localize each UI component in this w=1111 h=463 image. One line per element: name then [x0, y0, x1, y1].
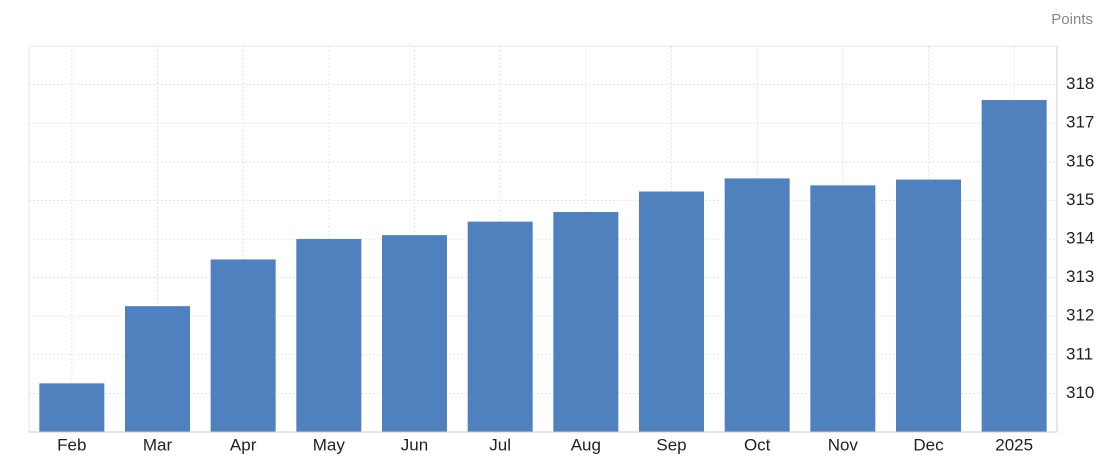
y-axis-unit: Points: [1051, 11, 1093, 28]
x-tick-label: 2025: [995, 435, 1033, 454]
x-tick-label: Apr: [230, 435, 257, 454]
x-tick-label: Feb: [57, 435, 86, 454]
y-tick-label: 311: [1066, 344, 1093, 363]
bar: [125, 306, 190, 432]
x-tick-label: Oct: [744, 435, 771, 454]
y-tick-label: 318: [1066, 74, 1094, 93]
bar: [639, 191, 704, 432]
x-tick-label: Nov: [828, 435, 859, 454]
x-tick-label: Sep: [656, 435, 686, 454]
x-tick-label: Jul: [489, 435, 511, 454]
bar: [296, 239, 362, 432]
y-tick-label: 313: [1066, 267, 1094, 286]
y-tick-label: 314: [1066, 228, 1094, 247]
y-tick-label: 317: [1066, 113, 1094, 132]
x-tick-label: May: [313, 435, 346, 454]
bar: [210, 259, 276, 432]
bar: [810, 185, 876, 432]
bar: [724, 178, 790, 432]
y-tick-label: 315: [1066, 190, 1094, 209]
x-tick-label: Dec: [913, 435, 944, 454]
y-tick-label: 312: [1066, 306, 1094, 325]
y-tick-label: 310: [1066, 383, 1094, 402]
bar: [896, 179, 961, 432]
x-tick-label: Jun: [401, 435, 428, 454]
bar: [39, 383, 105, 432]
bar: [981, 100, 1047, 432]
y-tick-label: 316: [1066, 151, 1094, 170]
x-tick-label: Aug: [571, 435, 601, 454]
x-tick-label: Mar: [143, 435, 173, 454]
bar: [467, 221, 533, 432]
bar: [553, 211, 619, 432]
bar: [382, 235, 447, 432]
